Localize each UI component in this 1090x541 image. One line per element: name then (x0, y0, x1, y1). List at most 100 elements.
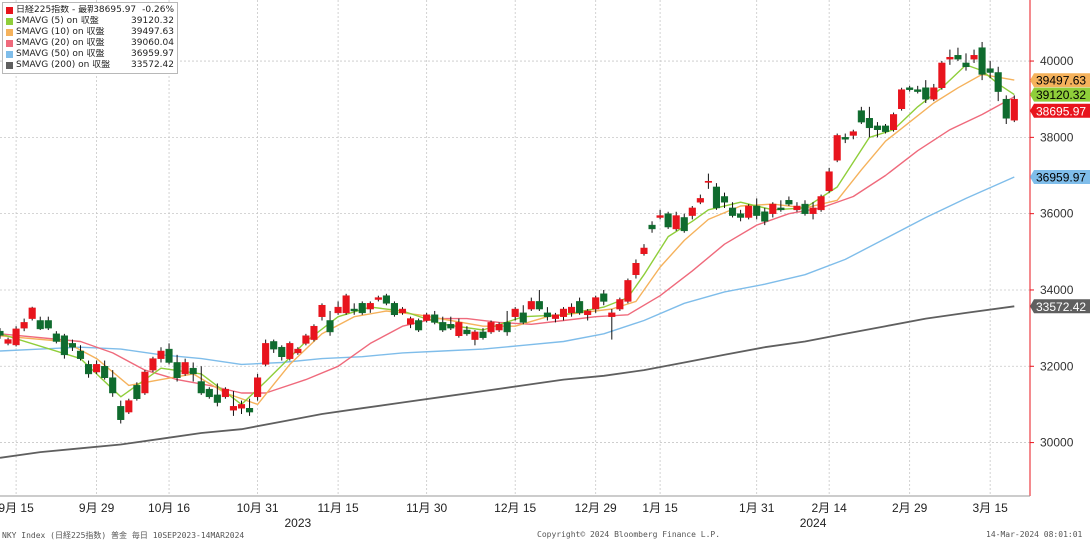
candle (415, 318, 423, 332)
last-value-tag-text: 39120.32 (1036, 88, 1086, 102)
candle (753, 198, 761, 220)
candle-body (881, 125, 890, 132)
candle-body (149, 358, 157, 371)
candle-body (841, 137, 849, 140)
candle (793, 202, 801, 212)
candle (672, 211, 680, 231)
candle-body (511, 308, 519, 317)
candle-body (608, 312, 616, 317)
sma10-line (0, 73, 1015, 406)
candle (720, 192, 729, 208)
candle-body (286, 343, 294, 359)
candle-body (616, 299, 624, 310)
candle-body (857, 110, 865, 123)
y-tick-label: 40000 (1040, 54, 1074, 68)
candle (133, 382, 141, 401)
candle-body (865, 118, 873, 129)
legend-value-sma200: 33572.42 (131, 60, 174, 70)
candle-body (761, 211, 769, 222)
candle-body (302, 335, 310, 344)
last-value-tag-bg (1030, 299, 1090, 314)
candle-body (954, 55, 962, 60)
legend-value-sma5: 39120.32 (131, 16, 174, 26)
candle (978, 41, 986, 81)
candle (584, 309, 592, 321)
candle-body (157, 350, 165, 359)
candle (302, 333, 310, 346)
candle-body (527, 301, 535, 310)
candle (334, 301, 342, 315)
candle-body (1002, 98, 1010, 119)
legend-swatch-sma5 (6, 18, 13, 25)
candle-body (85, 364, 93, 375)
candle (358, 301, 366, 315)
candle (696, 194, 704, 205)
candle-body (890, 114, 898, 130)
candle-body (986, 68, 994, 73)
candle (101, 360, 109, 380)
legend-swatch-main (6, 7, 13, 14)
candle-body (423, 314, 431, 321)
last-value-tag: 36959.97 (1030, 170, 1090, 185)
candle (262, 339, 270, 367)
candle (52, 331, 60, 344)
candle-body (825, 171, 833, 192)
candle (205, 387, 213, 399)
candle (632, 259, 640, 279)
candle-body (978, 47, 986, 75)
footer-left: NKY Index (日経225指数) 普金 毎日 10SEP2023-14MA… (2, 531, 245, 540)
candle-body (342, 295, 350, 314)
candle (801, 200, 809, 216)
candle-body (189, 367, 197, 375)
candle-body (28, 307, 36, 319)
candle (278, 345, 286, 361)
candle (938, 61, 946, 90)
candle-body (801, 203, 809, 214)
candle (85, 360, 93, 378)
candle-body (390, 303, 398, 316)
candle-body (849, 131, 857, 136)
x-tick-label: 11月 15 (318, 501, 359, 515)
candle (873, 122, 882, 138)
candle (4, 337, 12, 346)
candle-body (431, 314, 439, 323)
candle (535, 289, 543, 311)
candle (857, 106, 865, 124)
candle-body (4, 339, 12, 344)
grid-layer (0, 0, 1030, 496)
last-value-tag: 39497.63 (1030, 73, 1090, 88)
candle-body (334, 306, 342, 314)
candle-body (777, 207, 785, 211)
x-tick-label: 2月 29 (892, 501, 928, 515)
candle-body (229, 406, 237, 411)
candle (0, 328, 4, 339)
candle-body (197, 381, 205, 394)
candle (881, 124, 890, 134)
legend-label-main: 日経225指数 - 最新価 (16, 5, 94, 15)
candle (93, 360, 101, 374)
candle (688, 206, 696, 220)
candle (366, 301, 374, 313)
candle (246, 398, 254, 416)
sma50-line (0, 176, 1015, 366)
legend-label-sma20: SMAVG (20) on 収盤 (16, 38, 105, 48)
candle (213, 383, 221, 407)
candle (149, 356, 157, 372)
legend-swatch-sma20 (6, 40, 13, 47)
candle-body (181, 362, 189, 375)
candle-body (270, 341, 278, 350)
candle-body (543, 312, 551, 317)
candle-body (584, 310, 592, 316)
candle-body (551, 314, 560, 319)
x-tick-label: 1月 31 (739, 501, 775, 515)
moving-average-layer (0, 64, 1015, 459)
candle-body (809, 207, 817, 214)
y-tick-label: 30000 (1040, 436, 1074, 450)
candle-body (696, 198, 704, 203)
candle (568, 303, 576, 317)
legend-swatch-sma200 (6, 62, 13, 69)
legend-swatch-sma50 (6, 51, 13, 58)
candle-body (68, 343, 77, 348)
last-value-tag: 33572.42 (1030, 299, 1090, 314)
legend-value-sma50: 36959.97 (131, 49, 174, 59)
